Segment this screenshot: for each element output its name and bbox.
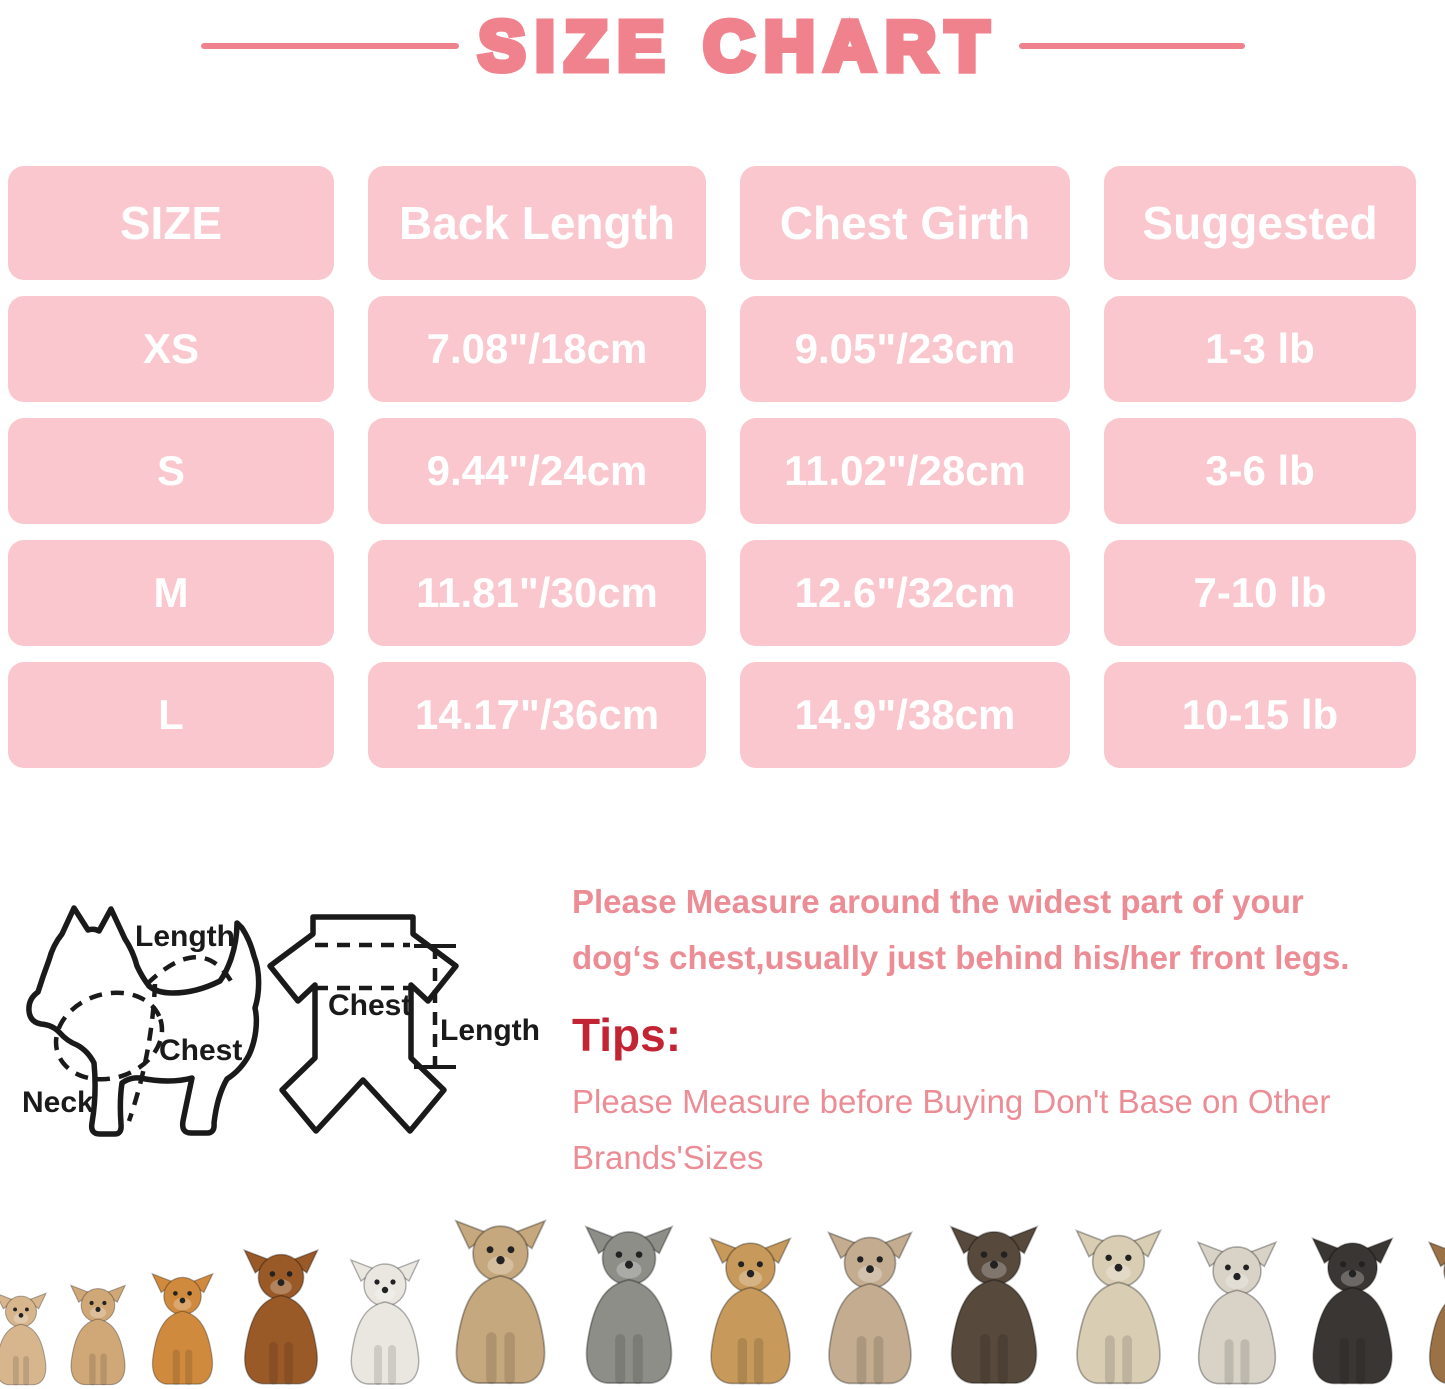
cell-l-chest-girth: 14.9"/38cm: [740, 662, 1070, 768]
dogs-row: [0, 1195, 1445, 1387]
cell-xs-size: XS: [8, 296, 334, 402]
cell-m-suggested: 7-10 lb: [1104, 540, 1416, 646]
dog-photo-toy-poodle-brown: [227, 1247, 335, 1387]
dog-photo-boston-terrier: [1294, 1235, 1411, 1387]
diagram-label-length-garment: Length: [440, 1014, 540, 1047]
dog-photo-bichon-frise: [335, 1257, 435, 1387]
dog-photo-pug: [809, 1229, 931, 1387]
tips-note-line-2: Brands'Sizes: [572, 1139, 764, 1176]
cell-s-suggested: 3-6 lb: [1104, 418, 1416, 524]
chest-dashed-curve: [126, 983, 158, 1122]
diagram-label-length-dog: Length: [135, 920, 235, 953]
dog-photo-chihuahua-partial: [0, 1291, 58, 1387]
cell-s-size: S: [8, 418, 334, 524]
dog-photo-jack-russell-terrier: [1180, 1239, 1294, 1387]
title-rule-left: [200, 43, 459, 49]
cell-xs-suggested: 1-3 lb: [1104, 296, 1416, 402]
title-rule-right: [1018, 43, 1245, 49]
diagram-label-chest-garment: Chest: [328, 989, 411, 1022]
measure-note-line-1: Please Measure around the widest part of…: [572, 883, 1304, 920]
size-table: SIZE Back Length Chest Girth Suggested X…: [8, 166, 1416, 768]
dog-photo-poodle-cream: [1057, 1227, 1180, 1387]
tips-note: Please Measure before Buying Don't Base …: [572, 1074, 1330, 1186]
dog-photo-pomeranian: [138, 1271, 227, 1387]
cell-xs-chest-girth: 9.05"/23cm: [740, 296, 1070, 402]
dog-photo-chihuahua: [58, 1283, 138, 1387]
cell-m-chest-girth: 12.6"/32cm: [740, 540, 1070, 646]
cell-l-size: L: [8, 662, 334, 768]
col-header-size: SIZE: [8, 166, 334, 280]
col-header-back-length: Back Length: [368, 166, 706, 280]
garment-outline-drawing: [267, 914, 459, 1134]
cell-l-back-length: 14.17"/36cm: [368, 662, 706, 768]
col-header-chest-girth: Chest Girth: [740, 166, 1070, 280]
dog-measurement-diagram: Length Chest Neck Chest Length: [22, 905, 540, 1137]
dog-photo-cavalier-king-charles-spaniel: [931, 1223, 1057, 1387]
dog-photo-shih-tzu: [435, 1217, 566, 1387]
neck-dashed-ellipse: [53, 990, 165, 1082]
tips-label: Tips:: [572, 1009, 682, 1061]
cell-s-back-length: 9.44"/24cm: [368, 418, 706, 524]
cell-m-back-length: 11.81"/30cm: [368, 540, 706, 646]
page-title: SIZE CHART: [475, 7, 999, 85]
cell-xs-back-length: 7.08"/18cm: [368, 296, 706, 402]
col-header-suggested: Suggested: [1104, 166, 1416, 280]
tips-note-line-1: Please Measure before Buying Don't Base …: [572, 1083, 1331, 1120]
measure-note-line-2: dog‘s chest,usually just behind his/her …: [572, 939, 1350, 976]
back-length-dashed-arc: [145, 955, 233, 986]
title-row: SIZE CHART: [0, 0, 1445, 92]
diagram-label-chest-dog: Chest: [159, 1034, 242, 1067]
dog-photo-french-bulldog: [1411, 1239, 1445, 1387]
dog-outline-drawing: [26, 905, 262, 1137]
cell-m-size: M: [8, 540, 334, 646]
cell-l-suggested: 10-15 lb: [1104, 662, 1416, 768]
dog-photo-miniature-schnauzer: [566, 1223, 692, 1387]
measure-note: Please Measure around the widest part of…: [572, 874, 1349, 986]
measure-section: Length Chest Neck Chest Length Please Me…: [0, 868, 1445, 1213]
dog-photo-havanese: [692, 1235, 809, 1387]
diagram-label-neck: Neck: [22, 1086, 94, 1119]
cell-s-chest-girth: 11.02"/28cm: [740, 418, 1070, 524]
